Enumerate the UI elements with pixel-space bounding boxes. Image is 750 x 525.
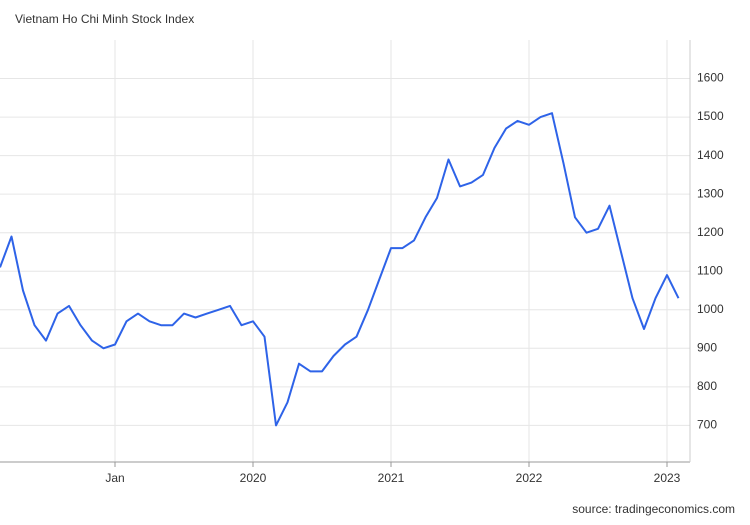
y-tick-label: 800 <box>697 379 717 393</box>
y-tick-label: 1600 <box>697 71 724 85</box>
y-tick-label: 1500 <box>697 109 724 123</box>
x-tick-label: 2023 <box>654 471 681 485</box>
y-tick-label: 900 <box>697 340 717 354</box>
y-tick-label: 1300 <box>697 186 724 200</box>
x-tick-label: 2020 <box>240 471 267 485</box>
y-tick-label: 1400 <box>697 148 724 162</box>
y-tick-label: 700 <box>697 418 717 432</box>
x-tick-label: 2021 <box>378 471 405 485</box>
source: source: tradingeconomics.com <box>572 502 735 516</box>
y-tick-label: 1100 <box>697 263 723 277</box>
y-tick-label: 1200 <box>697 225 724 239</box>
line-series <box>0 112 680 427</box>
x-tick-label: Jan <box>105 471 124 485</box>
x-tick-label: 2022 <box>516 471 543 485</box>
chart-title: Vietnam Ho Chi Minh Stock Index <box>15 12 194 26</box>
y-tick-label: 1000 <box>697 302 724 316</box>
